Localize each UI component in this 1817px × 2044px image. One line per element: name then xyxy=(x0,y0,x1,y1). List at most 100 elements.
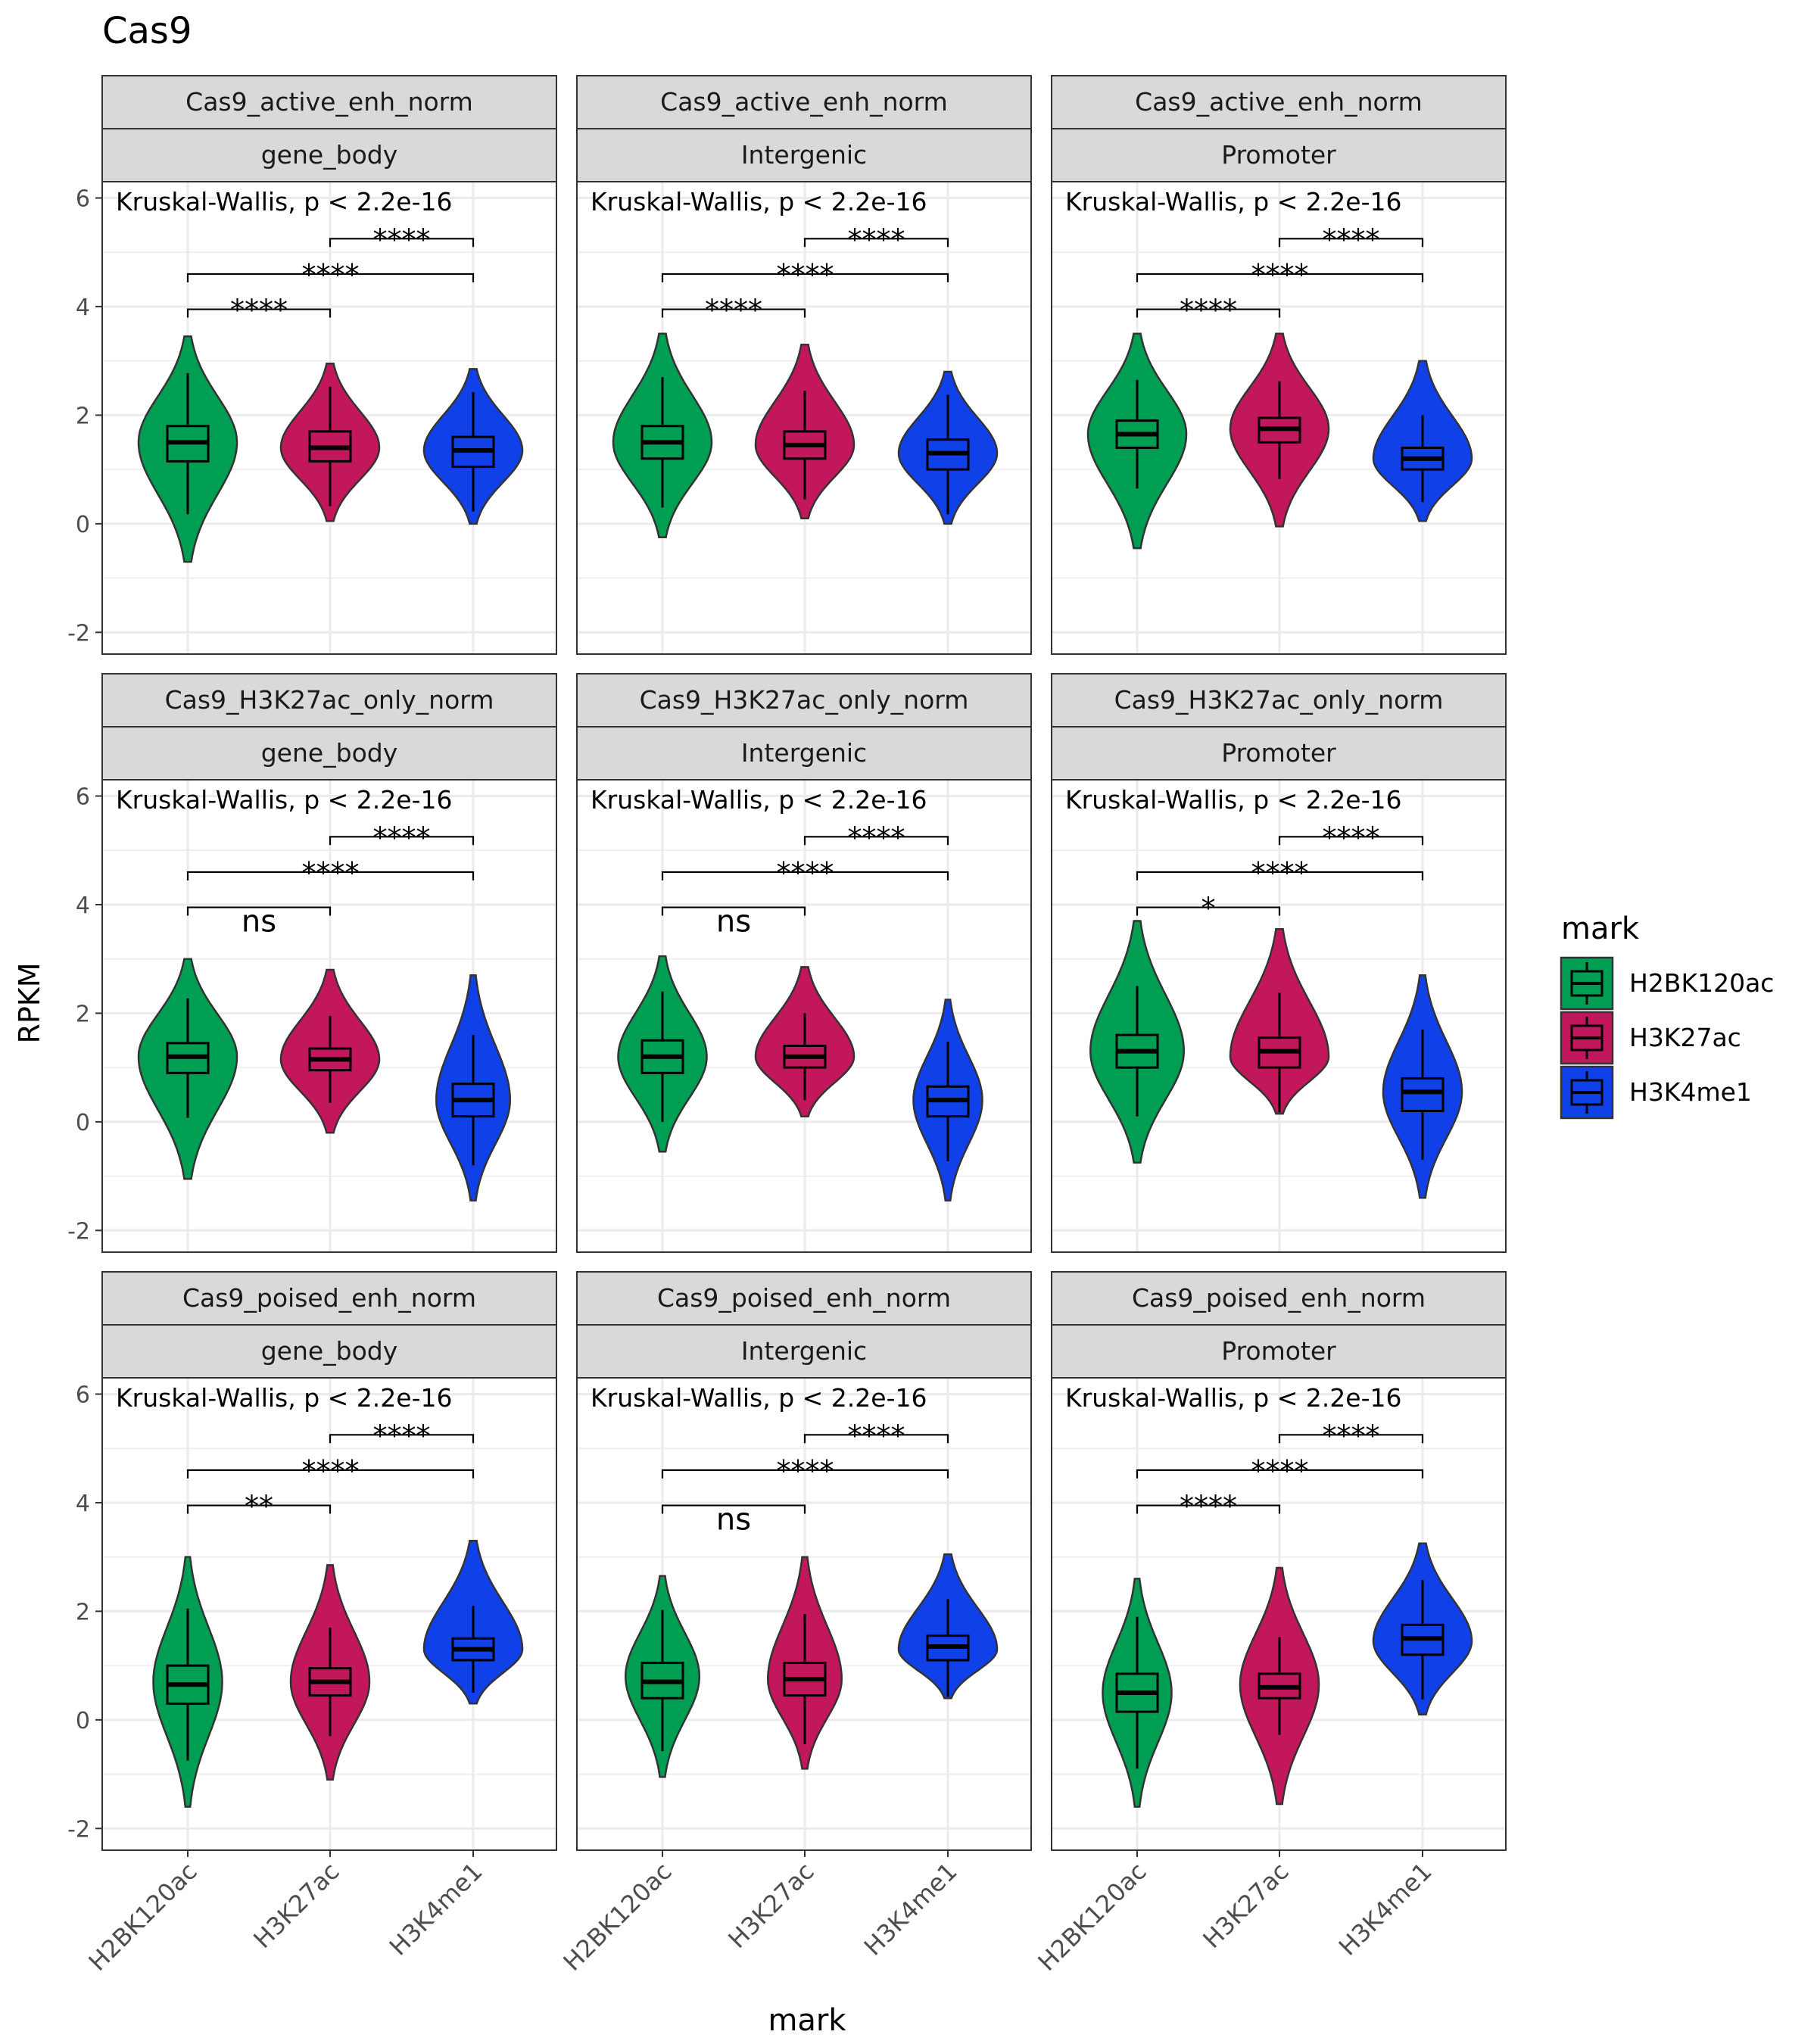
x-axis-title: mark xyxy=(768,2003,846,2038)
y-tick-label: 0 xyxy=(76,1708,90,1734)
y-tick-label: 0 xyxy=(76,1110,90,1136)
comparison-label: **** xyxy=(1323,821,1380,854)
facet-strip-bottom-label: gene_body xyxy=(261,140,398,170)
comparison-bracket xyxy=(661,1469,949,1478)
comparison-label: ns xyxy=(716,905,751,939)
facet-strip-top xyxy=(1051,673,1507,728)
comparison-label: **** xyxy=(373,223,431,256)
x-tick-label: H3K27ac xyxy=(722,1857,819,1954)
legend: mark H2BK120ac H3K27ac H3K4me1 xyxy=(1560,911,1774,1120)
facet-strip-top xyxy=(576,75,1032,129)
x-tick-label: H3K27ac xyxy=(1197,1857,1294,1954)
y-tick-label: 6 xyxy=(76,784,90,811)
x-tick-label: H3K4me1 xyxy=(859,1857,963,1961)
facet-strip-top-label: Cas9_poised_enh_norm xyxy=(657,1283,951,1313)
facet-strip-top xyxy=(101,75,557,129)
facet-strip-bottom xyxy=(576,128,1032,182)
comparison-bracket xyxy=(803,836,949,846)
y-axis-title: RPKM xyxy=(13,962,46,1043)
facet-strip-bottom-label: Promoter xyxy=(1221,1336,1336,1366)
panel-border xyxy=(1051,181,1507,655)
facet-strip-bottom xyxy=(101,128,557,182)
box-iqr xyxy=(1401,1077,1445,1113)
facet-strip-bottom xyxy=(101,1324,557,1379)
facet-strip-top xyxy=(1051,75,1507,129)
facet-strip-top-label: Cas9_active_enh_norm xyxy=(1135,87,1423,117)
comparison-label: **** xyxy=(848,223,905,256)
comparison-label: **** xyxy=(777,258,834,291)
comparison-bracket xyxy=(1136,1504,1281,1514)
y-tick-label: 6 xyxy=(76,1382,90,1409)
comparison-label: **** xyxy=(1180,1490,1237,1523)
comparison-bracket xyxy=(1136,906,1281,916)
facet-strip-top xyxy=(576,1271,1032,1326)
comparison-bracket xyxy=(1136,308,1281,318)
legend-item: H3K27ac xyxy=(1560,1011,1741,1065)
facet-panel: Cas9_poised_enh_norm Promoter **** **** ****… xyxy=(1033,1271,1507,1977)
comparison-bracket xyxy=(329,836,475,846)
comparison-label: **** xyxy=(777,1454,834,1488)
comparison-bracket xyxy=(186,871,475,880)
y-tick-label: 4 xyxy=(76,1491,90,1517)
facet-strip-bottom-label: gene_body xyxy=(261,1336,398,1366)
y-tick-label: -2 xyxy=(67,620,90,647)
comparison-bracket xyxy=(329,238,475,248)
comparison-bracket xyxy=(661,871,949,880)
legend-label: H3K4me1 xyxy=(1629,1077,1752,1107)
comparison-label: **** xyxy=(373,1419,431,1452)
comparison-bracket xyxy=(1136,1469,1424,1478)
y-tick-label: 4 xyxy=(76,893,90,919)
x-tick-label: H2BK120ac xyxy=(558,1857,678,1977)
y-tick-label: 6 xyxy=(76,186,90,213)
facet-panel: Cas9_poised_enh_norm Intergenic **** **** ns… xyxy=(558,1271,1032,1977)
comparison-label: **** xyxy=(302,856,360,890)
chart-title: Cas9 xyxy=(102,10,192,52)
facet-strip-bottom-label: Intergenic xyxy=(741,1336,867,1366)
kruskal-wallis-label: Kruskal-Wallis, p < 2.2e-16 xyxy=(116,785,453,815)
comparison-label: **** xyxy=(1323,223,1380,256)
comparison-bracket xyxy=(186,1469,475,1478)
panel-grid: Cas9_active_enh_norm gene_body **** **** ***… xyxy=(67,75,1507,1977)
comparison-bracket xyxy=(803,1434,949,1444)
panel-border xyxy=(101,181,557,655)
kruskal-wallis-label: Kruskal-Wallis, p < 2.2e-16 xyxy=(1065,785,1402,815)
comparison-label: **** xyxy=(373,821,431,854)
facet-panel: Cas9_poised_enh_normgene_body**********K… xyxy=(67,1271,557,1977)
comparison-label: **** xyxy=(1251,1454,1309,1488)
facet-panel: Cas9_H3K27ac_only_norm gene_body **** **** n… xyxy=(67,673,557,1253)
comparison-bracket xyxy=(1278,1434,1424,1444)
facet-strip-top-label: Cas9_active_enh_norm xyxy=(185,87,473,117)
legend-label: H3K27ac xyxy=(1629,1023,1741,1052)
facet-strip-bottom-label: Promoter xyxy=(1221,738,1336,768)
facet-strip-top-label: Cas9_H3K27ac_only_norm xyxy=(165,685,494,715)
comparison-bracket xyxy=(661,308,806,318)
kruskal-wallis-label: Kruskal-Wallis, p < 2.2e-16 xyxy=(591,785,927,815)
facet-strip-bottom xyxy=(1051,726,1507,781)
comparison-label: **** xyxy=(1180,294,1237,327)
comparison-label: **** xyxy=(777,856,834,890)
facet-strip-bottom-label: gene_body xyxy=(261,738,398,768)
comparison-bracket xyxy=(661,273,949,282)
facet-strip-bottom-label: Intergenic xyxy=(741,738,867,768)
facet-strip-bottom-label: Intergenic xyxy=(741,140,867,170)
y-tick-label: 4 xyxy=(76,294,90,321)
kruskal-wallis-label: Kruskal-Wallis, p < 2.2e-16 xyxy=(116,1383,453,1413)
facet-strip-bottom xyxy=(1051,1324,1507,1379)
facet-strip-bottom xyxy=(1051,128,1507,182)
kruskal-wallis-label: Kruskal-Wallis, p < 2.2e-16 xyxy=(1065,187,1402,217)
facet-strip-top xyxy=(101,1271,557,1326)
panel-border xyxy=(101,779,557,1253)
facet-strip-bottom-label: Promoter xyxy=(1221,140,1336,170)
comparison-label: **** xyxy=(705,294,762,327)
facet-strip-top-label: Cas9_H3K27ac_only_norm xyxy=(1114,685,1444,715)
facet-panel: Cas9_active_enh_norm Promoter **** **** ****… xyxy=(1051,75,1507,655)
facet-panel: Cas9_active_enh_norm Intergenic **** **** **… xyxy=(576,75,1032,655)
comparison-bracket xyxy=(1278,238,1424,248)
comparison-bracket xyxy=(186,308,332,318)
facet-panel: Cas9_H3K27ac_only_normPromoter*********K… xyxy=(1051,673,1507,1253)
x-tick-label: H3K4me1 xyxy=(384,1857,488,1961)
comparison-label: ns xyxy=(716,1503,751,1538)
panel-border xyxy=(576,181,1032,655)
y-tick-label: 2 xyxy=(76,1001,90,1027)
